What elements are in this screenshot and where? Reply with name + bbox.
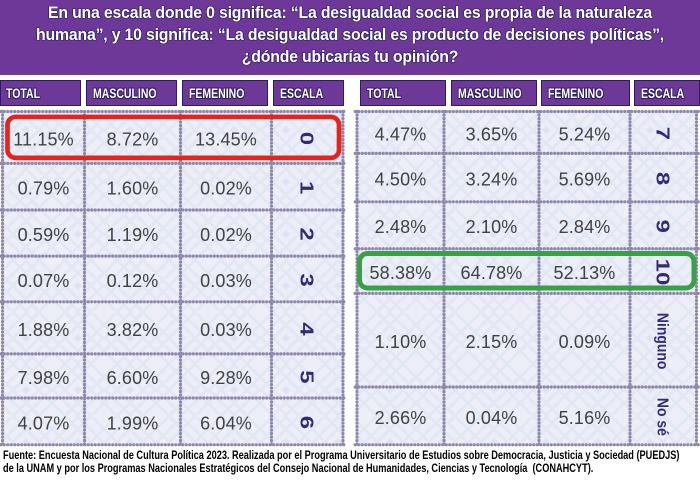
svg-text:5.24%: 5.24% — [559, 124, 611, 144]
svg-text:1: 1 — [296, 181, 317, 194]
svg-text:5.69%: 5.69% — [559, 170, 611, 190]
svg-text:0.03%: 0.03% — [200, 320, 252, 340]
svg-text:9: 9 — [652, 220, 673, 233]
svg-text:0.02%: 0.02% — [200, 179, 252, 199]
svg-text:7.98%: 7.98% — [18, 368, 70, 388]
svg-text:0.04%: 0.04% — [466, 408, 518, 428]
svg-text:0.02%: 0.02% — [200, 225, 252, 245]
svg-text:10: 10 — [652, 259, 673, 286]
svg-text:64.78%: 64.78% — [461, 263, 523, 283]
svg-text:4.07%: 4.07% — [18, 413, 70, 433]
svg-text:3.65%: 3.65% — [466, 124, 518, 144]
svg-text:13.45%: 13.45% — [195, 129, 257, 149]
svg-text:1.19%: 1.19% — [107, 225, 159, 245]
svg-text:4.47%: 4.47% — [375, 124, 427, 144]
svg-text:0.79%: 0.79% — [18, 179, 70, 199]
svg-text:4.50%: 4.50% — [375, 170, 427, 190]
svg-text:5: 5 — [296, 370, 317, 383]
svg-text:1.10%: 1.10% — [375, 332, 427, 352]
svg-text:5.16%: 5.16% — [559, 408, 611, 428]
svg-text:2: 2 — [296, 227, 317, 240]
svg-text:0.07%: 0.07% — [18, 271, 70, 291]
svg-text:0.03%: 0.03% — [200, 271, 252, 291]
svg-text:0.59%: 0.59% — [18, 225, 70, 245]
svg-text:58.38%: 58.38% — [370, 263, 432, 283]
svg-text:0.12%: 0.12% — [107, 271, 159, 291]
svg-text:2.84%: 2.84% — [559, 217, 611, 237]
svg-text:3.24%: 3.24% — [466, 170, 518, 190]
svg-text:9.28%: 9.28% — [200, 368, 252, 388]
svg-text:8: 8 — [652, 172, 673, 185]
svg-text:4: 4 — [296, 322, 317, 335]
svg-text:7: 7 — [652, 127, 673, 140]
svg-text:1.60%: 1.60% — [107, 179, 159, 199]
svg-text:6.04%: 6.04% — [200, 413, 252, 433]
svg-text:8.72%: 8.72% — [107, 129, 159, 149]
svg-text:0: 0 — [296, 132, 317, 145]
svg-text:0.09%: 0.09% — [559, 332, 611, 352]
svg-text:2.15%: 2.15% — [466, 332, 518, 352]
svg-text:2.66%: 2.66% — [375, 408, 427, 428]
svg-text:2.48%: 2.48% — [375, 217, 427, 237]
svg-text:52.13%: 52.13% — [554, 263, 616, 283]
svg-text:6: 6 — [296, 416, 317, 429]
svg-text:No sé: No sé — [653, 398, 670, 436]
svg-text:3.82%: 3.82% — [107, 320, 159, 340]
svg-text:Ninguno: Ninguno — [653, 313, 670, 370]
svg-text:1.88%: 1.88% — [18, 320, 70, 340]
svg-text:6.60%: 6.60% — [107, 368, 159, 388]
svg-text:2.10%: 2.10% — [466, 217, 518, 237]
svg-text:11.15%: 11.15% — [13, 129, 74, 149]
svg-text:1.99%: 1.99% — [107, 413, 159, 433]
svg-text:3: 3 — [296, 273, 317, 286]
